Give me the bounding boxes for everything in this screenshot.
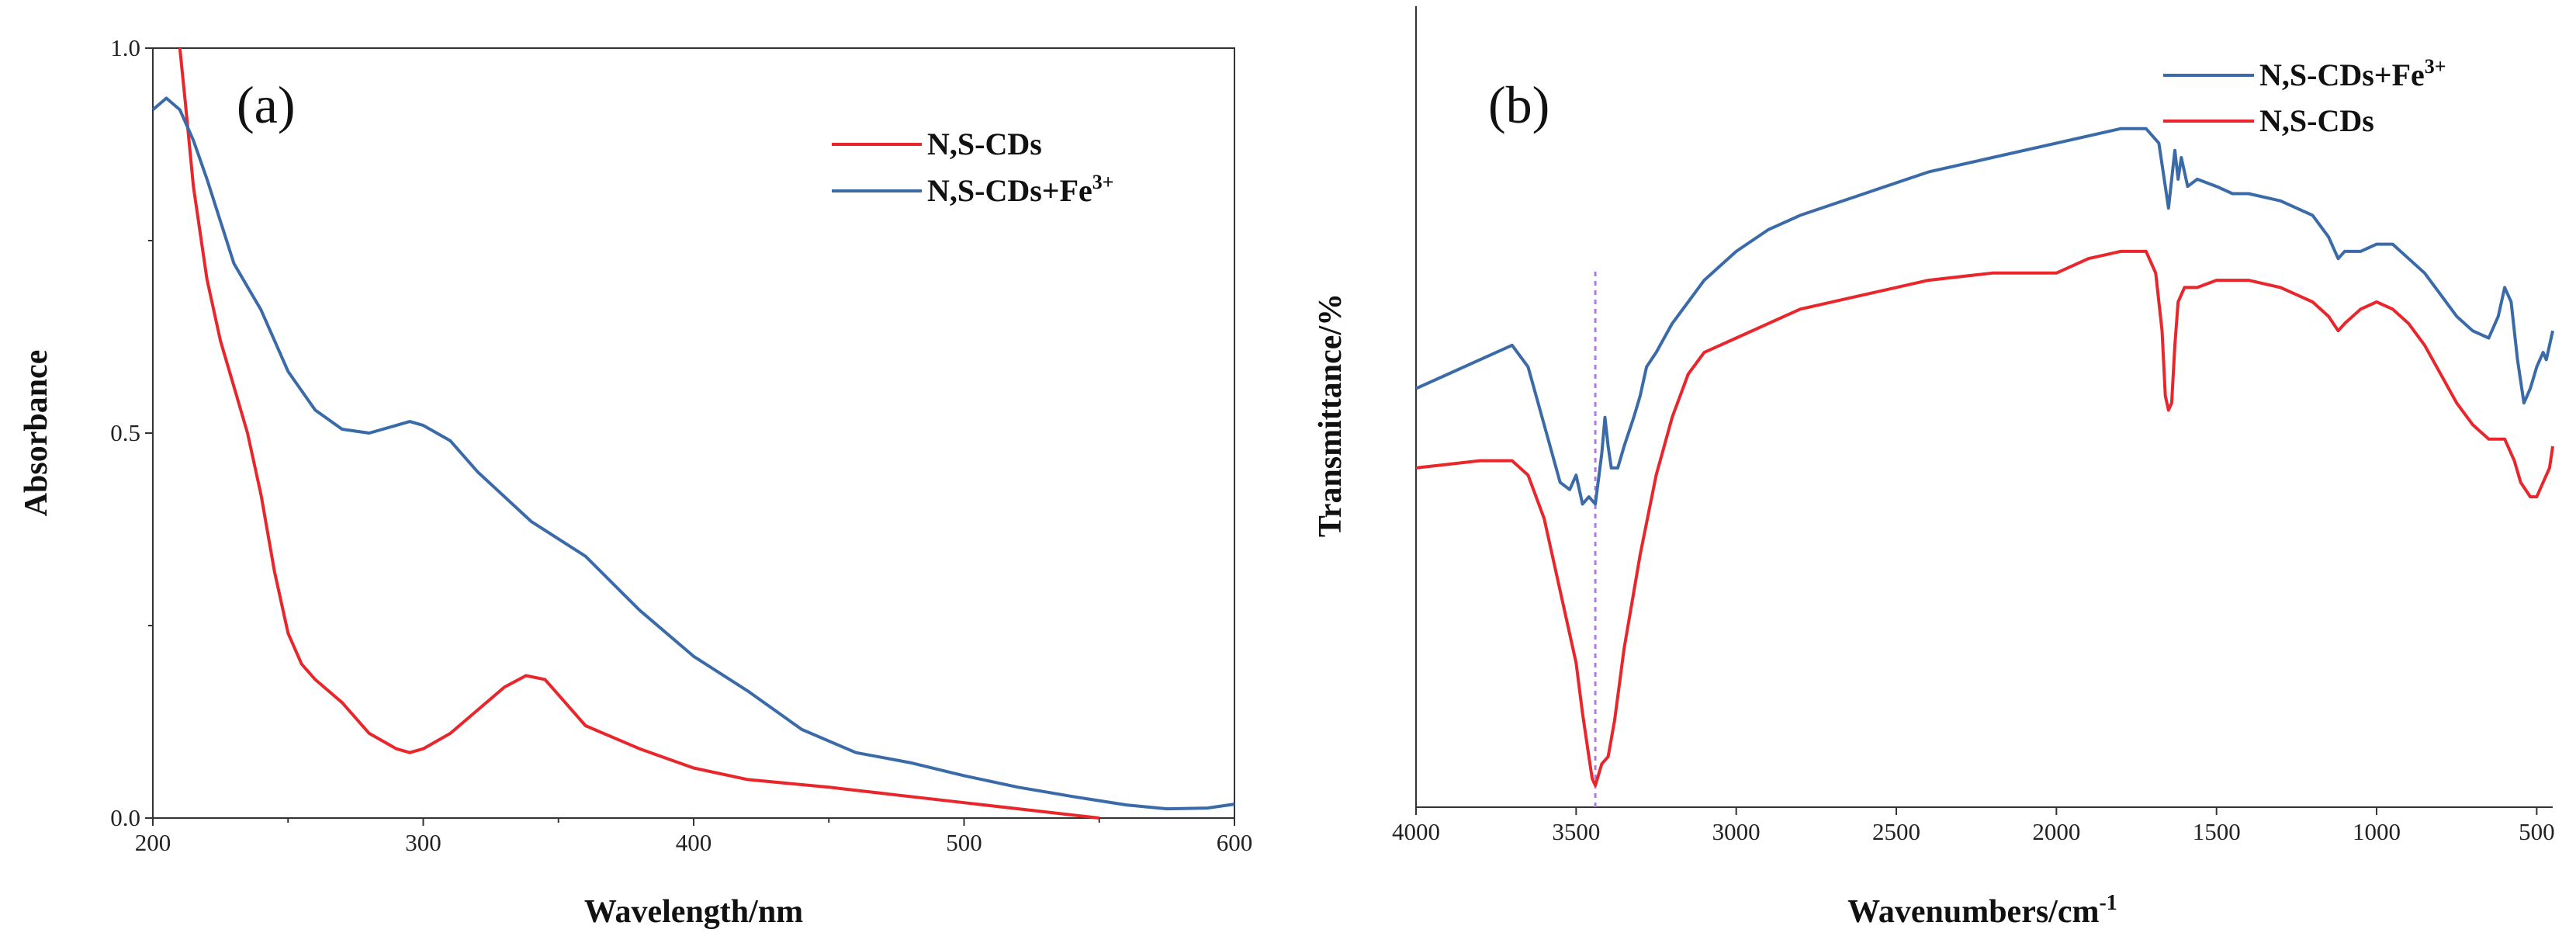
panel-a-series xyxy=(151,47,1235,820)
panel-b-legend-label-ns-cds: N,S-CDs xyxy=(2259,103,2374,138)
panel-a-legend-superscript: 3+ xyxy=(1092,171,1114,193)
panel-b-series xyxy=(1415,127,2554,788)
panel-a-x-tick-label: 500 xyxy=(946,829,982,856)
panel-b-x-axis: 4000 3500 3000 2500 2000 1500 1000 500 xyxy=(1392,807,2555,845)
panel-b-label: (b) xyxy=(1488,75,1549,134)
panel-a-legend-label-ns-cds-fe: N,S-CDs+Fe3+ xyxy=(927,171,1114,208)
panel-a-x-tick-label: 200 xyxy=(135,829,171,856)
panel-a-label: (a) xyxy=(237,75,295,134)
panel-a-y-tick-label: 0.5 xyxy=(110,419,140,446)
panel-b-legend-superscript: 3+ xyxy=(2425,55,2446,78)
panel-b-x-axis-label: Wavenumbers/cm-1 xyxy=(1847,891,2117,930)
panel-a-absorbance-chart: 200 300 400 500 600 0.0 0.5 1.0 (a) Wavelength… xyxy=(19,34,1252,930)
panel-b-x-tick-label: 3000 xyxy=(1712,818,1761,845)
panel-a-legend-label-ns-cds: N,S-CDs xyxy=(927,127,1042,161)
panel-b-series-line-1 xyxy=(1415,249,2554,788)
panel-a-y-axis-label: Absorbance xyxy=(19,350,54,517)
panel-b-x-axis-label-superscript: -1 xyxy=(2099,891,2117,915)
panel-a-legend-label-ns-cds-fe-text: N,S-CDs+Fe xyxy=(927,173,1092,208)
panel-b-series-line-0 xyxy=(1415,127,2554,506)
panel-b-x-tick-label: 1500 xyxy=(2193,818,2241,845)
panel-a-x-axis: 200 300 400 500 600 xyxy=(135,818,1253,856)
panel-b-x-tick-label: 2000 xyxy=(2032,818,2080,845)
panel-b-x-tick-label: 4000 xyxy=(1392,818,1440,845)
panel-a-series-line-1 xyxy=(151,96,1235,811)
panel-a-x-tick-label: 300 xyxy=(405,829,441,856)
panel-b-x-tick-label: 3500 xyxy=(1552,818,1600,845)
panel-a-x-axis-label: Wavelength/nm xyxy=(584,894,803,930)
panel-b-x-tick-label: 1000 xyxy=(2353,818,2401,845)
panel-b-y-axis-label: Transmittance/% xyxy=(1313,293,1349,537)
panel-a-y-tick-label: 1.0 xyxy=(110,34,140,61)
panel-a-legend: N,S-CDs N,S-CDs+Fe3+ xyxy=(832,127,1114,208)
panel-b-x-axis-label-text: Wavenumbers/cm xyxy=(1847,894,2099,930)
panel-b-x-tick-label: 500 xyxy=(2519,818,2555,845)
panel-a-y-tick-label: 0.0 xyxy=(110,804,140,831)
panel-a-y-axis: 0.0 0.5 1.0 xyxy=(110,34,153,831)
panel-b-legend: N,S-CDs+Fe3+ N,S-CDs xyxy=(2163,55,2446,138)
panel-b-x-tick-label: 2500 xyxy=(1872,818,1920,845)
panel-a-series-line-0 xyxy=(178,47,1100,820)
panel-b-legend-label-ns-cds-fe-text: N,S-CDs+Fe xyxy=(2259,57,2425,92)
panel-b-ir-spectrum-chart: 4000 3500 3000 2500 2000 1500 1000 500 (b) Wave… xyxy=(1313,6,2555,930)
panel-a-x-tick-label: 600 xyxy=(1217,829,1253,856)
panel-b-legend-label-ns-cds-fe: N,S-CDs+Fe3+ xyxy=(2259,55,2446,92)
panel-a-x-tick-label: 400 xyxy=(676,829,712,856)
